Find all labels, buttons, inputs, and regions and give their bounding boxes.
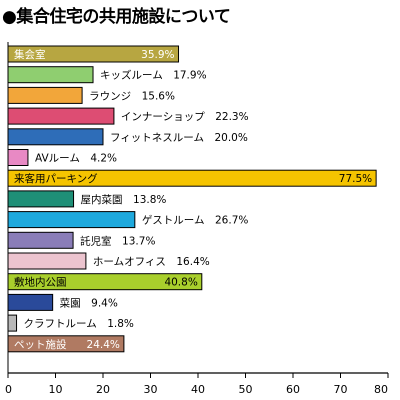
bar-group: クラフトルーム 1.8% (7, 314, 134, 332)
bar (7, 252, 87, 270)
x-tick-label: 40 (191, 383, 205, 396)
bar-group: 菜園 9.4% (7, 293, 118, 311)
x-tick-label: 30 (144, 383, 158, 396)
bar-category-label: ラウンジ 15.6% (89, 90, 175, 102)
bar (7, 190, 75, 208)
bar-group: キッズルーム 17.9% (7, 66, 207, 84)
bar-category-label: インナーショップ 22.3% (121, 111, 249, 123)
bar-category-label: 集会室 (14, 48, 46, 61)
bar (7, 86, 83, 104)
x-tick-label: 70 (334, 383, 348, 396)
bar-group: ゲストルーム 26.7% (7, 211, 249, 229)
bar (7, 211, 136, 229)
bar-category-label: クラフトルーム 1.8% (24, 318, 134, 330)
bar-group: AVルーム 4.2% (7, 149, 117, 166)
bar-group: ラウンジ 15.6% (7, 86, 175, 104)
x-tick-label: 60 (286, 383, 300, 396)
bar-group: ホームオフィス 16.4% (7, 252, 210, 270)
bar-category-label: 託児室 13.7% (80, 234, 155, 247)
bar (7, 66, 94, 84)
bar (7, 231, 74, 249)
bar-category-label: キッズルーム 17.9% (100, 69, 207, 82)
bar-value-label: 40.8% (164, 277, 197, 289)
x-tick-label: 20 (96, 383, 110, 396)
chart-title: ●集合住宅の共用施設について (2, 7, 231, 27)
bar-group: 託児室 13.7% (7, 231, 155, 249)
bar-value-label: 77.5% (339, 173, 372, 185)
bar (7, 128, 104, 146)
bars-layer: 集会室 35.9% キッズルーム 17.9% ラウンジ 15.6% インナーショップ 2… (7, 45, 377, 353)
x-axis: 0 10 20 30 40 50 60 70 80 (5, 42, 389, 396)
bar-category-label: 敷地内公園 (14, 276, 67, 289)
x-tick-label: 80 (374, 383, 388, 396)
bar-category-label: 来客用パーキング (14, 172, 98, 185)
x-tick-label: 10 (49, 383, 63, 396)
bar-group: 敷地内公園 40.8% (7, 273, 203, 291)
bar-category-label: AVルーム 4.2% (35, 153, 117, 165)
bar-category-label: 菜園 9.4% (60, 297, 118, 309)
bar-category-label: フィットネスルーム 20.0% (110, 132, 248, 144)
bar-group: 来客用パーキング 77.5% (7, 169, 377, 187)
bar-group: ペット施設 24.4% (7, 335, 125, 353)
x-tick-label: 0 (5, 383, 12, 396)
bar (7, 314, 18, 332)
x-tick-label: 50 (239, 383, 253, 396)
bar-group: 集会室 35.9% (7, 45, 180, 63)
bar (7, 293, 54, 311)
bar-value-label: 24.4% (87, 339, 120, 351)
bar (7, 149, 29, 166)
bar-category-label: ゲストルーム 26.7% (142, 215, 249, 227)
bar-value-label: 35.9% (141, 49, 174, 61)
bar-group: 屋内菜園 13.8% (7, 190, 167, 208)
bar-category-label: ペット施設 (14, 338, 67, 351)
bar-group: インナーショップ 22.3% (7, 107, 249, 125)
bar-category-label: 屋内菜園 13.8% (81, 193, 167, 206)
bar-category-label: ホームオフィス 16.4% (93, 256, 210, 268)
bar-group: フィットネスルーム 20.0% (7, 128, 248, 146)
bar (7, 107, 115, 125)
